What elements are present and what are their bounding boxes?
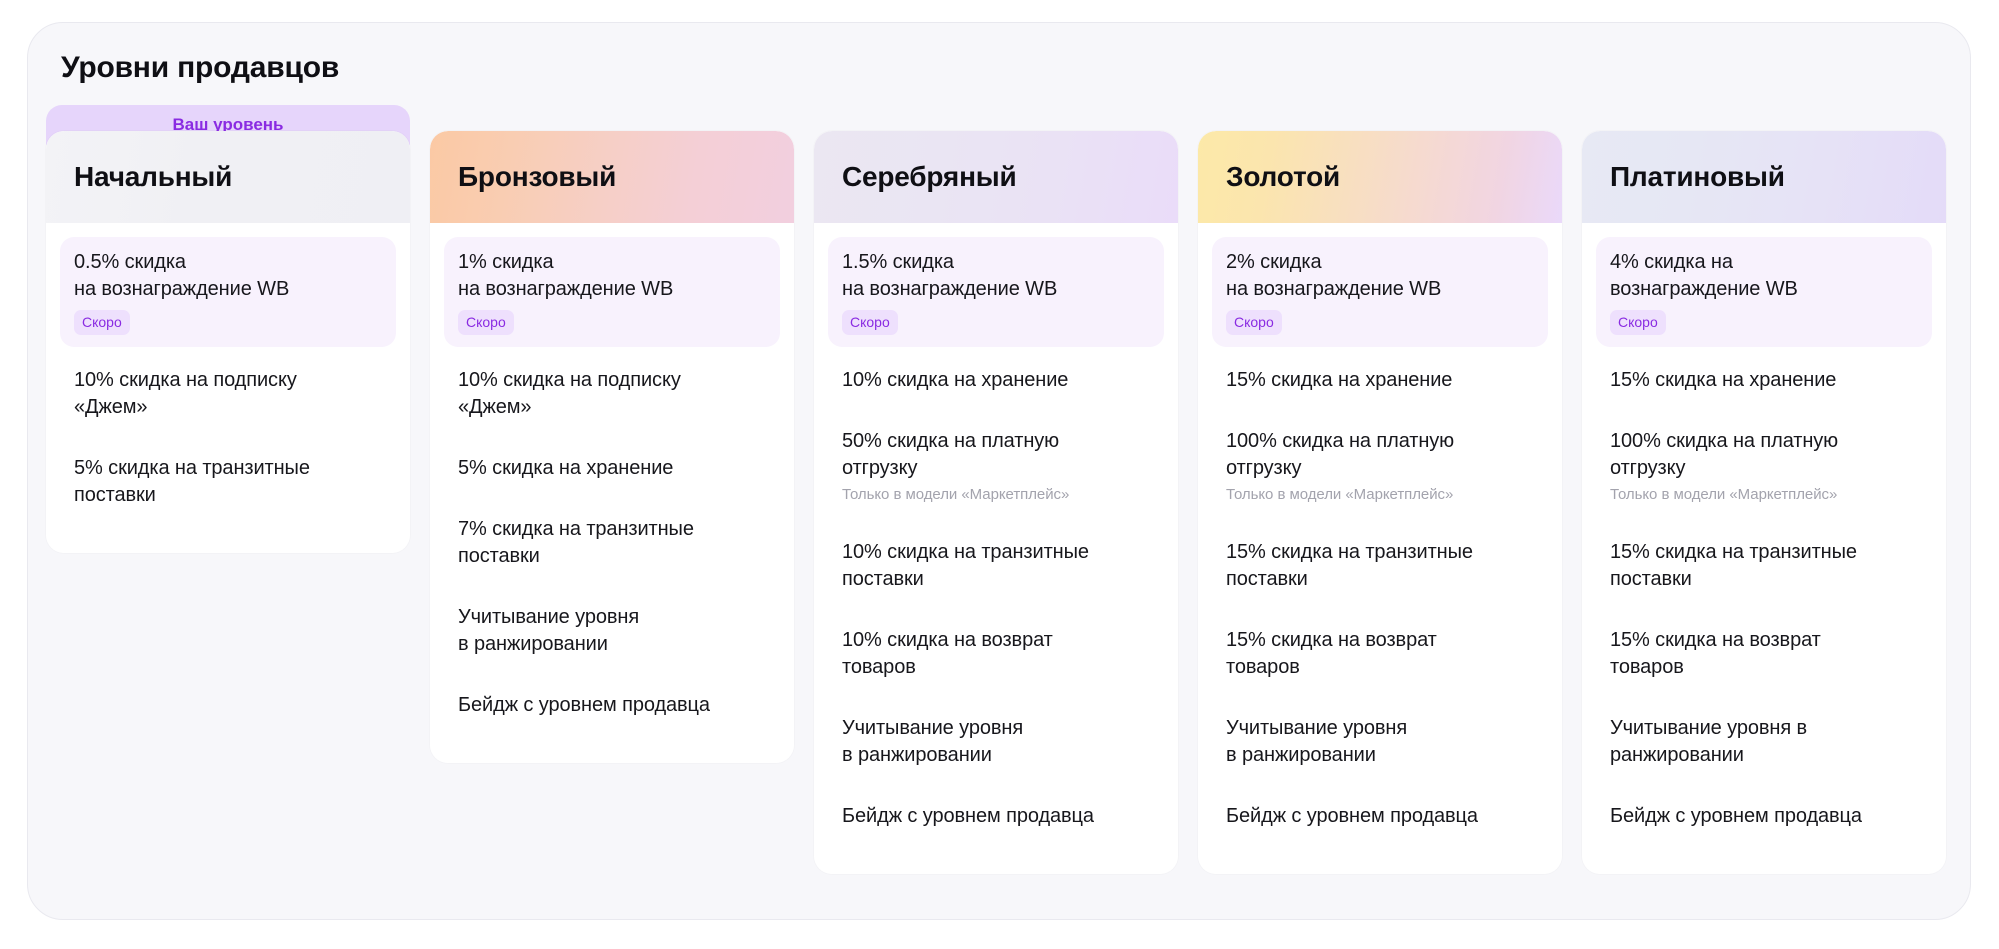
benefit-note: Только в модели «Маркетплейс» bbox=[1610, 486, 1838, 503]
benefit-text: Бейдж с уровнем продавца bbox=[1610, 805, 1862, 827]
benefit-text: 1% скидка на вознаграждение WB bbox=[458, 251, 674, 300]
benefit-item: 5% скидка на транзитные поставки bbox=[60, 443, 396, 523]
benefit-text: 50% скидка на платную отгрузку bbox=[842, 430, 1060, 479]
benefit-text: 10% скидка на хранение bbox=[842, 369, 1069, 391]
level-benefits-list: 2% скидка на вознаграждение WB Скоро 15% с… bbox=[1198, 223, 1562, 874]
benefit-text: 10% скидка на подписку «Джем» bbox=[74, 369, 297, 418]
level-name: Начальный bbox=[74, 161, 233, 192]
level-name: Бронзовый bbox=[458, 161, 617, 192]
benefit-item: 1.5% скидка на вознаграждение WB Скоро bbox=[828, 237, 1164, 347]
benefit-item: Учитывание уровня в ранжировании bbox=[1596, 703, 1932, 783]
level-card-header: Золотой bbox=[1198, 131, 1562, 223]
benefit-item: 7% скидка на транзитные поставки bbox=[444, 504, 780, 584]
benefit-text: 5% скидка на транзитные поставки bbox=[74, 457, 310, 506]
benefit-item: Бейдж с уровнем продавца bbox=[828, 791, 1164, 844]
benefit-text: 10% скидка на возврат товаров bbox=[842, 629, 1053, 678]
soon-badge: Скоро bbox=[1610, 310, 1666, 335]
page-title: Уровни продавцов bbox=[61, 51, 340, 84]
benefit-item: 15% скидка на транзитные поставки bbox=[1212, 527, 1548, 607]
benefit-text: 7% скидка на транзитные поставки bbox=[458, 518, 694, 567]
soon-badge: Скоро bbox=[458, 310, 514, 335]
benefit-item: 0.5% скидка на вознаграждение WB Скоро bbox=[60, 237, 396, 347]
level-benefits-list: 1% скидка на вознаграждение WB Скоро 10% с… bbox=[430, 223, 794, 763]
benefit-text: 15% скидка на хранение bbox=[1610, 369, 1837, 391]
benefit-item: Учитывание уровня в ранжировании bbox=[1212, 703, 1548, 783]
benefit-note: Только в модели «Маркетплейс» bbox=[1226, 486, 1454, 503]
benefit-item: 50% скидка на платную отгрузку Только в м… bbox=[828, 416, 1164, 519]
benefit-text: Учитывание уровня в ранжировании bbox=[842, 717, 1024, 766]
benefit-item: Учитывание уровня в ранжировании bbox=[828, 703, 1164, 783]
benefit-text: Учитывание уровня в ранжировании bbox=[458, 606, 640, 655]
seller-levels-panel: Уровни продавцов Ваш уровень Начальный 0.5… bbox=[27, 22, 1971, 920]
level-card-5[interactable]: Платиновый 4% скидка на вознаграждение WB… bbox=[1582, 105, 1946, 874]
benefit-text: 15% скидка на транзитные поставки bbox=[1226, 541, 1473, 590]
soon-badge: Скоро bbox=[842, 310, 898, 335]
benefit-text: 1.5% скидка на вознаграждение WB bbox=[842, 251, 1058, 300]
level-card-header: Серебряный bbox=[814, 131, 1178, 223]
benefit-item: Бейдж с уровнем продавца bbox=[1212, 791, 1548, 844]
benefit-text: Учитывание уровня в ранжировании bbox=[1226, 717, 1408, 766]
benefit-item: 10% скидка на подписку «Джем» bbox=[444, 355, 780, 435]
level-benefits-list: 0.5% скидка на вознаграждение WB Скоро 10%… bbox=[46, 223, 410, 553]
benefit-text: 15% скидка на возврат товаров bbox=[1610, 629, 1821, 678]
benefit-text: 100% скидка на платную отгрузку bbox=[1610, 430, 1839, 479]
benefit-item: 1% скидка на вознаграждение WB Скоро bbox=[444, 237, 780, 347]
benefit-text: 15% скидка на транзитные поставки bbox=[1610, 541, 1857, 590]
benefit-item: Бейдж с уровнем продавца bbox=[1596, 791, 1932, 844]
levels-card-grid: Ваш уровень Начальный 0.5% скидка на возна… bbox=[46, 105, 1954, 874]
benefit-text: 5% скидка на хранение bbox=[458, 457, 674, 479]
benefit-note: Только в модели «Маркетплейс» bbox=[842, 486, 1070, 503]
level-card-body-2: Бронзовый 1% скидка на вознаграждение WB С… bbox=[430, 131, 794, 763]
benefit-item: 15% скидка на транзитные поставки bbox=[1596, 527, 1932, 607]
benefit-text: 4% скидка на вознаграждение WB bbox=[1610, 251, 1798, 300]
level-card-header: Платиновый bbox=[1582, 131, 1946, 223]
level-card-1[interactable]: Ваш уровень Начальный 0.5% скидка на возна… bbox=[46, 105, 410, 553]
level-card-2[interactable]: Бронзовый 1% скидка на вознаграждение WB С… bbox=[430, 105, 794, 763]
level-name: Золотой bbox=[1226, 161, 1341, 192]
benefit-text: Учитывание уровня в ранжировании bbox=[1610, 717, 1808, 766]
benefit-item: 10% скидка на хранение bbox=[828, 355, 1164, 408]
level-card-3[interactable]: Серебряный 1.5% скидка на вознаграждение … bbox=[814, 105, 1178, 874]
benefit-item: 100% скидка на платную отгрузку Только в … bbox=[1596, 416, 1932, 519]
benefit-text: 10% скидка на транзитные поставки bbox=[842, 541, 1089, 590]
soon-badge: Скоро bbox=[74, 310, 130, 335]
level-card-body-3: Серебряный 1.5% скидка на вознаграждение … bbox=[814, 131, 1178, 874]
benefit-text: 10% скидка на подписку «Джем» bbox=[458, 369, 681, 418]
level-card-body-4: Золотой 2% скидка на вознаграждение WB Ско… bbox=[1198, 131, 1562, 874]
benefit-item: 10% скидка на транзитные поставки bbox=[828, 527, 1164, 607]
benefit-item: 100% скидка на платную отгрузку Только в … bbox=[1212, 416, 1548, 519]
benefit-text: Бейдж с уровнем продавца bbox=[458, 694, 710, 716]
benefit-text: Бейдж с уровнем продавца bbox=[1226, 805, 1478, 827]
benefit-text: 15% скидка на возврат товаров bbox=[1226, 629, 1437, 678]
soon-badge: Скоро bbox=[1226, 310, 1282, 335]
level-card-body-5: Платиновый 4% скидка на вознаграждение WB… bbox=[1582, 131, 1946, 874]
level-name: Платиновый bbox=[1610, 161, 1785, 192]
level-card-header: Начальный bbox=[46, 131, 410, 223]
benefit-item: Бейдж с уровнем продавца bbox=[444, 680, 780, 733]
benefit-item: 10% скидка на подписку «Джем» bbox=[60, 355, 396, 435]
benefit-item: 4% скидка на вознаграждение WB Скоро bbox=[1596, 237, 1932, 347]
level-card-header: Бронзовый bbox=[430, 131, 794, 223]
benefit-item: Учитывание уровня в ранжировании bbox=[444, 592, 780, 672]
benefit-text: Бейдж с уровнем продавца bbox=[842, 805, 1094, 827]
level-benefits-list: 4% скидка на вознаграждение WB Скоро 15% с… bbox=[1582, 223, 1946, 874]
benefit-text: 15% скидка на хранение bbox=[1226, 369, 1453, 391]
benefit-item: 15% скидка на хранение bbox=[1212, 355, 1548, 408]
benefit-text: 0.5% скидка на вознаграждение WB bbox=[74, 251, 290, 300]
benefit-text: 100% скидка на платную отгрузку bbox=[1226, 430, 1455, 479]
level-card-4[interactable]: Золотой 2% скидка на вознаграждение WB Ско… bbox=[1198, 105, 1562, 874]
benefit-text: 2% скидка на вознаграждение WB bbox=[1226, 251, 1442, 300]
benefit-item: 5% скидка на хранение bbox=[444, 443, 780, 496]
level-benefits-list: 1.5% скидка на вознаграждение WB Скоро 10%… bbox=[814, 223, 1178, 874]
level-card-body-1: Начальный 0.5% скидка на вознаграждение W… bbox=[46, 131, 410, 553]
benefit-item: 15% скидка на хранение bbox=[1596, 355, 1932, 408]
benefit-item: 15% скидка на возврат товаров bbox=[1212, 615, 1548, 695]
benefit-item: 15% скидка на возврат товаров bbox=[1596, 615, 1932, 695]
level-name: Серебряный bbox=[842, 161, 1017, 192]
benefit-item: 2% скидка на вознаграждение WB Скоро bbox=[1212, 237, 1548, 347]
benefit-item: 10% скидка на возврат товаров bbox=[828, 615, 1164, 695]
